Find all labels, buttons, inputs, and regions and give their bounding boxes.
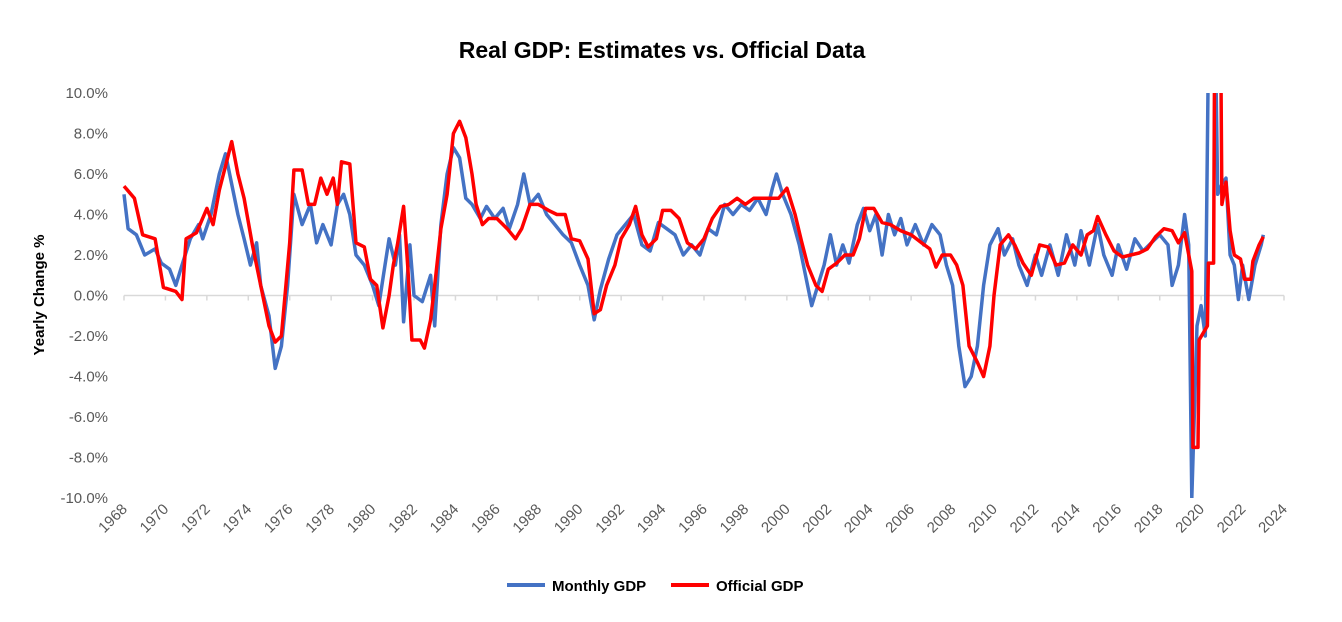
legend-label-monthly-gdp: Monthly GDP [552, 578, 646, 595]
legend: Monthly GDP Official GDP [507, 578, 804, 595]
x-tick-label: 2000 [758, 501, 794, 537]
x-tick-label: 1988 [509, 501, 545, 537]
x-tick-label: 1994 [634, 501, 670, 537]
y-tick-label: -2.0% [69, 328, 108, 345]
x-tick-label: 1978 [302, 501, 338, 537]
y-axis-label: Yearly Change % [31, 235, 48, 356]
x-tick-label: 2002 [799, 501, 835, 537]
x-tick-label: 2018 [1131, 501, 1167, 537]
y-tick-label: 4.0% [74, 207, 108, 224]
x-tick-label: 1972 [178, 501, 214, 537]
x-tick-label: 1992 [592, 501, 628, 537]
x-tick-label: 1974 [219, 501, 255, 537]
y-tick-label: -4.0% [69, 369, 108, 386]
series-line-monthly-gdp [122, 93, 1266, 498]
y-tick-label: 2.0% [74, 247, 108, 264]
x-tick-label: 2024 [1255, 501, 1291, 537]
y-tick-label: -6.0% [69, 409, 108, 426]
x-tick-label: 1998 [717, 501, 753, 537]
y-tick-label: 8.0% [74, 126, 108, 143]
legend-label-official-gdp: Official GDP [716, 578, 804, 595]
chart-title: Real GDP: Estimates vs. Official Data [459, 37, 866, 63]
x-tick-label: 2022 [1214, 501, 1250, 537]
x-tick-label: 1980 [344, 501, 380, 537]
x-tick-label: 2006 [882, 501, 918, 537]
y-tick-label: 10.0% [65, 85, 108, 102]
x-tick-label: 1984 [427, 501, 463, 537]
x-tick-label: 2012 [1007, 501, 1043, 537]
series-line-official-gdp [122, 93, 1265, 450]
x-tick-label: 1982 [385, 501, 421, 537]
x-tick-label: 1986 [468, 501, 504, 537]
x-tick-label: 2020 [1172, 501, 1208, 537]
y-tick-label: -10.0% [60, 490, 108, 507]
y-tick-label: -8.0% [69, 450, 108, 467]
x-tick-label: 1990 [551, 501, 587, 537]
x-tick-label: 2004 [841, 501, 877, 537]
x-tick-label: 2014 [1048, 501, 1084, 537]
y-tick-label: 0.0% [74, 288, 108, 305]
x-tick-label: 1976 [261, 501, 297, 537]
x-tick-label: 2010 [965, 501, 1001, 537]
x-tick-label: 1970 [137, 501, 173, 537]
x-tick-label: 2008 [924, 501, 960, 537]
y-tick-label: 6.0% [74, 166, 108, 183]
x-tick-label: 1996 [675, 501, 711, 537]
x-tick-label: 2016 [1089, 501, 1125, 537]
